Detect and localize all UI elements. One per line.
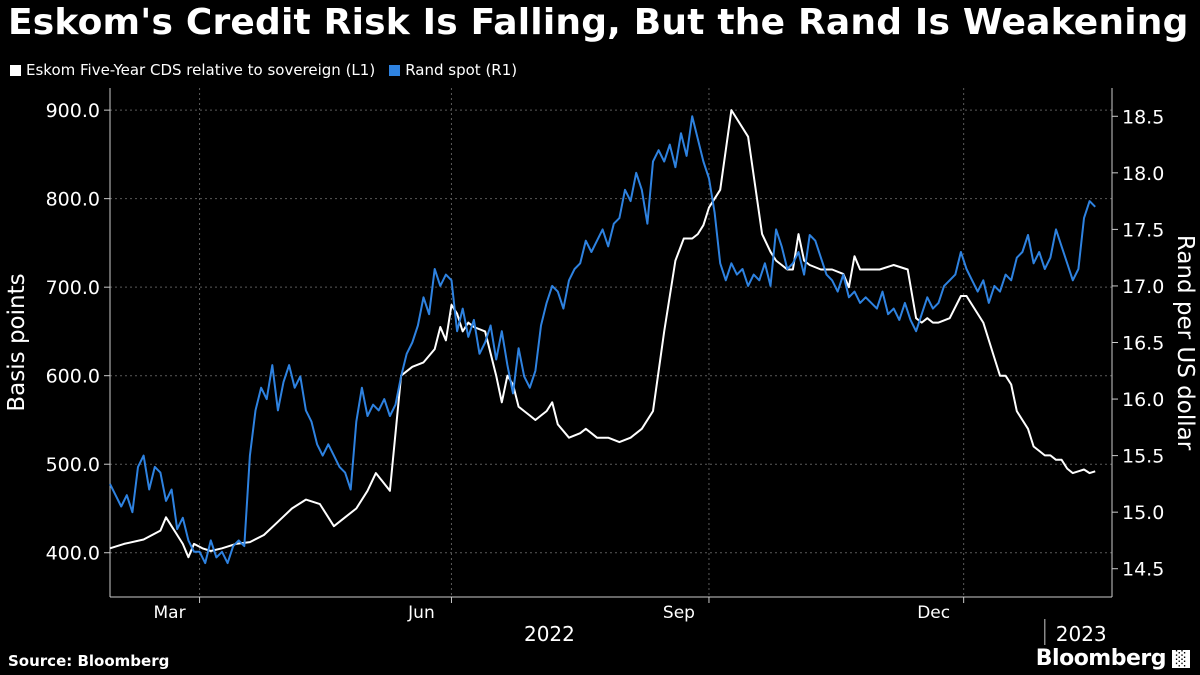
y-tick-label-left: 800.0 [46, 189, 100, 211]
x-tick-label: Dec [917, 603, 950, 623]
source-note: Source: Bloomberg [8, 652, 170, 670]
y-tick-label-left: 600.0 [46, 366, 100, 388]
y-tick-label-right: 16.5 [1122, 333, 1164, 355]
legend: Eskom Five-Year CDS relative to sovereig… [10, 61, 517, 79]
y-tick-label-left: 900.0 [46, 100, 100, 122]
y-tick-label-right: 14.5 [1122, 559, 1164, 581]
x-year-label: 2022 [524, 622, 575, 646]
x-tick-label: Mar [154, 603, 186, 623]
bloomberg-logo-icon: ░ [1172, 649, 1190, 668]
legend-item-rand: Rand spot (R1) [389, 61, 517, 79]
y-tick-label-right: 15.5 [1122, 446, 1164, 468]
brand-name: Bloomberg [1035, 646, 1167, 671]
legend-swatch-rand [389, 64, 401, 76]
legend-label-cds: Eskom Five-Year CDS relative to sovereig… [26, 61, 376, 79]
legend-item-cds: Eskom Five-Year CDS relative to sovereig… [10, 61, 375, 79]
y-tick-label-right: 17.0 [1122, 276, 1164, 298]
y-tick-label-right: 18.5 [1122, 106, 1164, 128]
series-line-cds [109, 109, 1096, 559]
y-tick-label-right: 16.0 [1122, 389, 1164, 411]
legend-swatch-cds [10, 64, 21, 76]
y-tick-label-left: 700.0 [46, 277, 100, 299]
y-tick-label-right: 18.0 [1122, 163, 1164, 185]
y-tick-label-right: 15.0 [1122, 502, 1164, 524]
x-year-label: 2023 [1056, 622, 1107, 646]
brand-logo: Bloomberg ░ [1036, 646, 1190, 671]
y-tick-label-left: 500.0 [46, 454, 100, 476]
y-tick-label-left: 400.0 [46, 543, 100, 565]
y-tick-label-right: 17.5 [1122, 219, 1164, 241]
y-axis-title-left: Basis points [4, 273, 30, 411]
x-tick-label: Jun [407, 603, 435, 623]
chart-title: Eskom's Credit Risk Is Falling, But the … [8, 2, 1189, 43]
y-axis-title-right: Rand per US dollar [1172, 235, 1198, 451]
series-line-rand [109, 115, 1096, 565]
legend-label-rand: Rand spot (R1) [405, 61, 518, 79]
x-tick-label: Sep [663, 603, 695, 623]
